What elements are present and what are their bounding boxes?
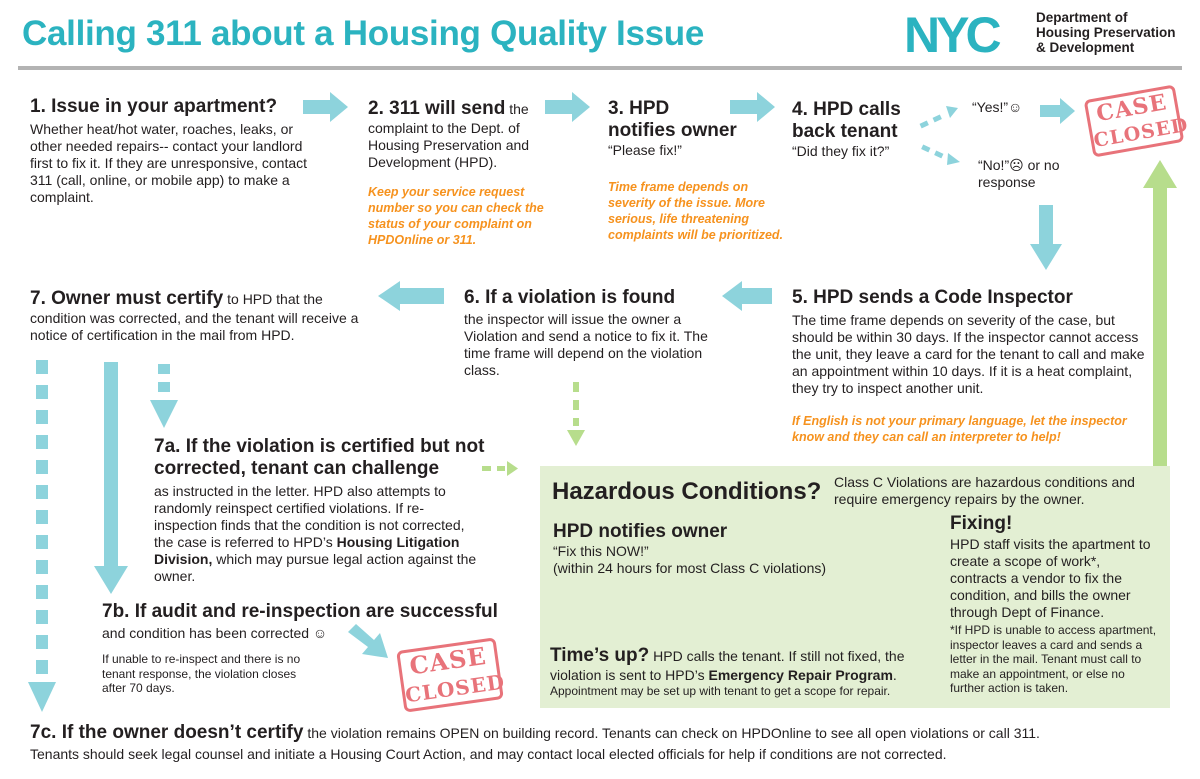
nyc-logo-text: NYC xyxy=(904,12,1000,56)
step-7a: 7a. If the violation is certified but no… xyxy=(154,436,514,585)
fixing-body: HPD staff visits the apartment to create… xyxy=(950,536,1151,620)
step-3-note: Time frame depends on severity of the is… xyxy=(608,180,784,242)
hazardous-conditions-panel xyxy=(540,466,1170,708)
step-5: 5. HPD sends a Code Inspector The time f… xyxy=(792,287,1152,445)
step-5-heading: 5. HPD sends a Code Inspector xyxy=(792,287,1073,308)
arrow-left-icon xyxy=(722,281,772,311)
hazard-notify-quote: “Fix this NOW!” xyxy=(553,543,649,559)
step-1: 1. Issue in your apartment? Whether heat… xyxy=(30,96,330,206)
step-5-body: The time frame depends on severity of th… xyxy=(792,312,1145,396)
times-up-small: Appointment may be set up with tenant to… xyxy=(550,684,891,698)
step-7-heading-rest: to HPD that the xyxy=(227,291,323,307)
step-7b-small: If unable to re-inspect and there is no … xyxy=(102,652,301,695)
step-1-body: Whether heat/hot water, roaches, leaks, … xyxy=(30,121,308,205)
step-3-heading-line1: 3. HPD xyxy=(608,98,670,119)
fixing-small: *If HPD is unable to access apartment, i… xyxy=(950,623,1157,695)
case-closed-stamp: CASE CLOSED xyxy=(396,637,507,713)
step-6-body: the inspector will issue the owner a Vio… xyxy=(464,311,708,378)
step-2-body: complaint to the Dept. of Housing Preser… xyxy=(368,120,530,170)
step-7a-body-text: as instructed in the letter. HPD also at… xyxy=(154,483,465,550)
arrow-down-icon xyxy=(94,362,128,594)
step-7a-heading-line1: 7a. If the violation is certified but no… xyxy=(154,436,485,457)
step-7a-body-end: which may pursue legal action against th… xyxy=(154,551,477,584)
arrow-left-icon xyxy=(378,281,444,311)
answer-no-line2: response xyxy=(978,174,1036,190)
step-7: 7. Owner must certify to HPD that the co… xyxy=(30,288,370,344)
step-4-heading-line2: back tenant xyxy=(792,121,898,142)
step-1-heading: 1. Issue in your apartment? xyxy=(30,96,278,117)
dept-line: Housing Preservation xyxy=(1036,25,1176,40)
step-6: 6. If a violation is found the inspector… xyxy=(464,287,714,379)
dept-line: Department of xyxy=(1036,10,1128,25)
times-up-body: HPD calls the tenant. If still not fixed… xyxy=(550,648,905,683)
hazard-notify-heading: HPD notifies owner xyxy=(553,521,728,542)
step-2-note: Keep your service request number so you … xyxy=(368,185,544,247)
housing-litigation-division: Housing Litigation Division, xyxy=(154,534,460,567)
times-up-end: . xyxy=(892,667,897,683)
hazard-intro: Class C Violations are hazardous conditi… xyxy=(834,474,1135,507)
dashed-arrow-up-right-icon xyxy=(919,106,958,129)
step-7-heading: 7. Owner must certify xyxy=(30,288,224,309)
step-7a-body: as instructed in the letter. HPD also at… xyxy=(154,483,484,585)
fixing-heading: Fixing! xyxy=(950,513,1013,534)
header-divider xyxy=(18,66,1182,70)
answer-no: “No!”☹ or no response xyxy=(978,157,1060,191)
case-closed-stamp: CASE CLOSED xyxy=(1083,84,1190,158)
step-7c-body-first: the violation remains OPEN on building r… xyxy=(307,725,1040,741)
step-7b: 7b. If audit and re-inspection are succe… xyxy=(102,601,532,696)
hazard-times-up: Time’s up? HPD calls the tenant. If stil… xyxy=(550,645,940,699)
dashed-arrow-down-icon xyxy=(150,364,178,428)
step-7b-heading: 7b. If audit and re-inspection are succe… xyxy=(102,601,498,622)
dashed-arrow-down-right-icon xyxy=(921,144,960,165)
step-2: 2. 311 will send the complaint to the De… xyxy=(368,98,548,248)
step-7c: 7c. If the owner doesn’t certify the vio… xyxy=(30,722,1190,763)
step-7a-heading-line2: corrected, tenant can challenge xyxy=(154,458,440,479)
step-6-heading: 6. If a violation is found xyxy=(464,287,676,308)
arrow-right-icon xyxy=(1040,98,1075,124)
step-7c-body-second: Tenants should seek legal counsel and in… xyxy=(30,746,947,762)
hazard-title: Hazardous Conditions? xyxy=(552,478,822,505)
step-7c-heading: 7c. If the owner doesn’t certify xyxy=(30,722,304,743)
dashed-arrow-down-icon xyxy=(567,382,585,446)
step-4-heading-line1: 4. HPD calls xyxy=(792,99,901,120)
page-title: Calling 311 about a Housing Quality Issu… xyxy=(22,14,705,53)
hazard-fixing: Fixing! HPD staff visits the apartment t… xyxy=(950,513,1160,696)
arrow-right-icon xyxy=(545,92,590,122)
dashed-arrow-down-icon xyxy=(28,360,56,712)
step-3: 3. HPD notifies owner “Please fix!” Time… xyxy=(608,98,798,243)
department-name: Department of Housing Preservation & Dev… xyxy=(1036,10,1176,55)
step-3-heading-line2: notifies owner xyxy=(608,120,737,141)
arrow-down-icon xyxy=(1030,205,1062,270)
emergency-repair-program: Emergency Repair Program xyxy=(708,667,893,683)
nyc-logo: NYC xyxy=(902,7,1026,63)
hazard-notify: HPD notifies owner “Fix this NOW!” (with… xyxy=(553,521,863,577)
step-2-heading-rest: the xyxy=(509,101,529,117)
answer-yes: “Yes!”☺ xyxy=(972,99,1023,115)
dept-line: & Development xyxy=(1036,40,1135,55)
step-5-note: If English is not your primary language,… xyxy=(792,414,1127,444)
step-3-quote: “Please fix!” xyxy=(608,142,682,158)
times-up-heading: Time’s up? xyxy=(550,645,650,666)
step-4-quote: “Did they fix it?” xyxy=(792,143,890,159)
step-4: 4. HPD calls back tenant “Did they fix i… xyxy=(792,99,922,160)
step-2-heading: 2. 311 will send xyxy=(368,98,506,119)
step-7b-body: and condition has been corrected ☺ xyxy=(102,625,328,641)
hazard-notify-time: (within 24 hours for most Class C violat… xyxy=(553,560,827,576)
answer-no-line1: “No!”☹ or no xyxy=(978,157,1060,173)
step-7-body: condition was corrected, and the tenant … xyxy=(30,310,359,343)
